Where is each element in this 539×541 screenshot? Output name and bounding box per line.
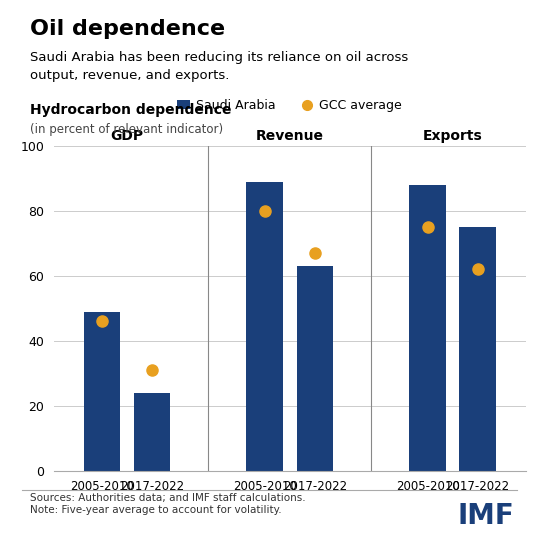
Text: Revenue: Revenue <box>255 129 324 143</box>
Text: (in percent of relevant indicator): (in percent of relevant indicator) <box>30 123 223 136</box>
Bar <box>134 393 170 471</box>
Text: Hydrocarbon dependence: Hydrocarbon dependence <box>30 103 231 117</box>
Legend: Saudi Arabia, GCC average: Saudi Arabia, GCC average <box>172 94 407 117</box>
Text: Sources: Authorities data; and IMF staff calculations.
Note: Five-year average t: Sources: Authorities data; and IMF staff… <box>30 493 305 515</box>
Text: IMF: IMF <box>458 502 515 530</box>
Bar <box>84 312 120 471</box>
Bar <box>296 266 333 471</box>
Text: Oil dependence: Oil dependence <box>30 19 225 39</box>
Text: GDP: GDP <box>110 129 143 143</box>
Bar <box>459 227 496 471</box>
Text: Exports: Exports <box>423 129 482 143</box>
Bar <box>246 182 283 471</box>
Text: Saudi Arabia has been reducing its reliance on oil across
output, revenue, and e: Saudi Arabia has been reducing its relia… <box>30 51 408 82</box>
Bar <box>409 185 446 471</box>
